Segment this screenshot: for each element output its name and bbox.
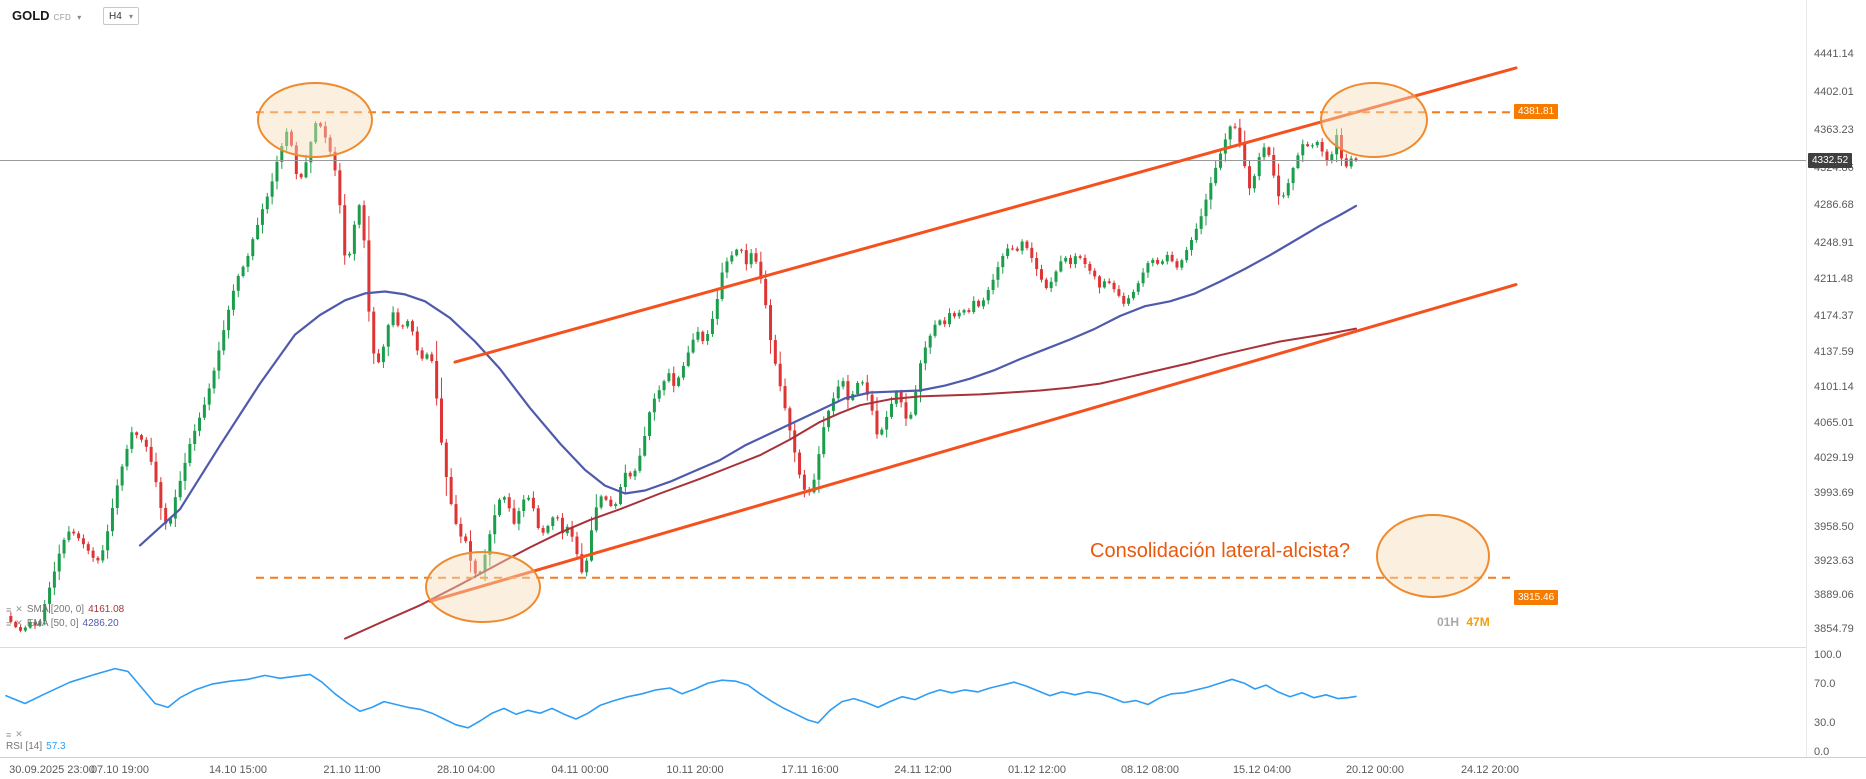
indicator-close-icon[interactable]: ✕ xyxy=(15,618,23,628)
time-axis-label: 30.09.2025 23:00 xyxy=(9,764,95,776)
ema-indicator-legend: ≡ ✕ EMA [50, 0] 4286.20 xyxy=(6,618,119,629)
rsi-axis-label: 30.0 xyxy=(1814,717,1836,729)
channel-trendline-lower[interactable] xyxy=(428,283,1518,603)
highlight-ellipse[interactable] xyxy=(257,82,373,158)
price-axis-label: 4137.59 xyxy=(1814,346,1854,358)
candles xyxy=(9,118,1358,633)
price-axis-label: 3854.79 xyxy=(1814,623,1854,635)
time-axis-label: 21.10 11:00 xyxy=(323,764,381,776)
time-axis-label: 20.12 00:00 xyxy=(1345,764,1405,776)
current-price-label: 4332.52 xyxy=(1808,153,1853,168)
time-axis-label: 10.11 20:00 xyxy=(666,764,724,776)
time-axis-label: 28.10 04:00 xyxy=(436,764,496,776)
price-alert-label-lower[interactable]: 3815.46 xyxy=(1514,589,1559,605)
time-axis-label: 15.12 04:00 xyxy=(1232,764,1292,776)
rsi-legend-value: 57.3 xyxy=(46,741,66,752)
price-axis-label: 4211.48 xyxy=(1814,273,1853,285)
price-axis-label: 3923.63 xyxy=(1814,555,1854,567)
timeframe-value: H4 xyxy=(109,10,122,22)
ema-legend-value: 4286.20 xyxy=(82,618,119,629)
ema-legend-label: EMA [50, 0] xyxy=(26,618,79,629)
time-axis-label: 01.12 12:00 xyxy=(1007,764,1067,776)
indicator-settings-icon[interactable]: ≡ xyxy=(6,618,12,629)
price-axis-label: 4402.01 xyxy=(1814,86,1854,98)
symbol-market-type: CFD xyxy=(53,13,72,22)
sma-legend-label: SMA [200, 0] xyxy=(26,604,85,615)
highlight-ellipse[interactable] xyxy=(1376,514,1490,598)
candle-countdown: 01H 47M xyxy=(1437,615,1490,629)
time-axis-label: 07.10 19:00 xyxy=(90,764,150,776)
price-axis-label: 4065.01 xyxy=(1814,417,1854,429)
indicator-settings-icon[interactable]: ≡ xyxy=(6,729,12,740)
sma-indicator-legend: ≡ ✕ SMA [200, 0] 4161.08 xyxy=(6,604,124,615)
rsi-legend-label: RSI [14] xyxy=(6,741,43,752)
rsi-axis-label: 70.0 xyxy=(1814,678,1836,690)
time-axis-label: 17.11 16:00 xyxy=(781,764,839,776)
indicator-close-icon[interactable]: ✕ xyxy=(15,729,23,739)
rsi-line[interactable] xyxy=(5,667,1357,729)
price-axis-label: 3889.06 xyxy=(1814,589,1854,601)
annotation-question-text[interactable]: Consolidación lateral-alcista? xyxy=(1090,540,1351,562)
price-axis-label: 4174.37 xyxy=(1814,310,1854,322)
countdown-hours: 01H xyxy=(1437,615,1460,629)
price-axis-label: 4248.91 xyxy=(1814,237,1854,249)
rsi-axis-label: 0.0 xyxy=(1814,746,1830,758)
highlight-ellipse[interactable] xyxy=(425,551,541,623)
price-axis[interactable]: 4441.14 4402.01 4363.23 4324.86 4286.68 4248.… xyxy=(1806,0,1866,758)
symbol-name: GOLD xyxy=(12,8,50,23)
chart-toolbar: GOLD CFD ▾ xyxy=(12,8,81,23)
time-axis-label: 08.12 08:00 xyxy=(1120,764,1180,776)
chevron-down-icon: ▾ xyxy=(128,11,133,21)
rsi-indicator-legend: RSI [14] 57.3 xyxy=(6,741,66,752)
ema50-line[interactable] xyxy=(138,204,1358,547)
price-axis-label: 3993.69 xyxy=(1814,487,1854,499)
sma-legend-value: 4161.08 xyxy=(88,604,125,615)
rsi-axis-label: 100.0 xyxy=(1814,649,1842,661)
price-axis-label: 4441.14 xyxy=(1814,48,1854,60)
channel-trendline-upper[interactable] xyxy=(453,66,1518,364)
sma200-line[interactable] xyxy=(344,327,1357,640)
highlight-ellipse[interactable] xyxy=(1320,82,1428,158)
time-axis-label: 24.11 12:00 xyxy=(894,764,952,776)
time-axis-label: 04.11 00:00 xyxy=(551,764,609,776)
timeframe-selector[interactable]: H4 ▾ xyxy=(103,7,139,25)
price-axis-label: 4029.19 xyxy=(1814,452,1854,464)
price-alert-label-upper[interactable]: 4381.81 xyxy=(1514,104,1559,120)
time-axis-label: 24.12 20:00 xyxy=(1460,764,1520,776)
price-axis-label: 4363.23 xyxy=(1814,124,1854,136)
rsi-indicator-controls: ≡ ✕ xyxy=(6,729,23,740)
countdown-minutes: 47M xyxy=(1466,615,1490,629)
time-axis[interactable]: 30.09.2025 23:00 07.10 19:00 14.10 15:00 21… xyxy=(0,757,1866,779)
time-axis-label: 14.10 15:00 xyxy=(208,764,268,776)
price-axis-label: 3958.50 xyxy=(1814,521,1854,533)
price-axis-label: 4286.68 xyxy=(1814,199,1854,211)
chevron-down-icon[interactable]: ▾ xyxy=(77,13,82,22)
indicator-settings-icon[interactable]: ≡ xyxy=(6,604,12,615)
indicator-close-icon[interactable]: ✕ xyxy=(15,604,23,614)
price-axis-label: 4101.14 xyxy=(1814,381,1854,393)
